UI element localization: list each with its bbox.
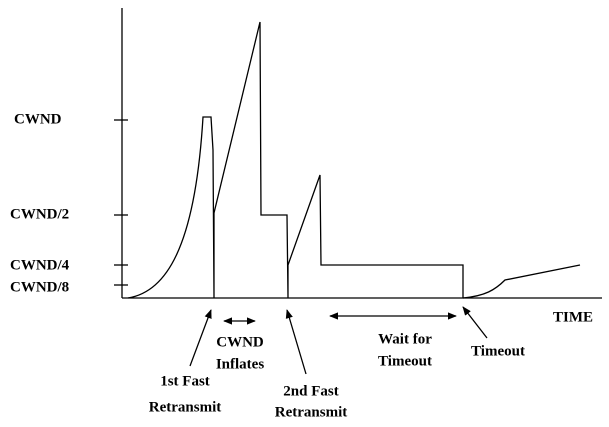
annotation: CWND: [216, 334, 264, 350]
annotation: Retransmit: [149, 399, 221, 415]
y-label: CWND: [14, 111, 62, 127]
arrow: [285, 309, 307, 375]
annotation: Wait for: [378, 331, 432, 347]
y-label: CWND/8: [10, 279, 69, 295]
annotation: Retransmit: [275, 404, 347, 420]
annotation: 1st Fast: [160, 373, 210, 389]
annotation: 2nd Fast: [283, 383, 338, 399]
arrow: [462, 306, 488, 339]
y-label: CWND/2: [10, 206, 69, 222]
y-label: CWND/4: [10, 257, 70, 273]
annotation: Timeout: [471, 343, 525, 359]
annotation: Timeout: [378, 353, 432, 369]
cwnd-curve: [127, 21, 581, 299]
annotation: Inflates: [216, 356, 264, 372]
y-ticks: [114, 119, 128, 286]
x-label: TIME: [553, 309, 593, 325]
arrow: [189, 309, 212, 367]
